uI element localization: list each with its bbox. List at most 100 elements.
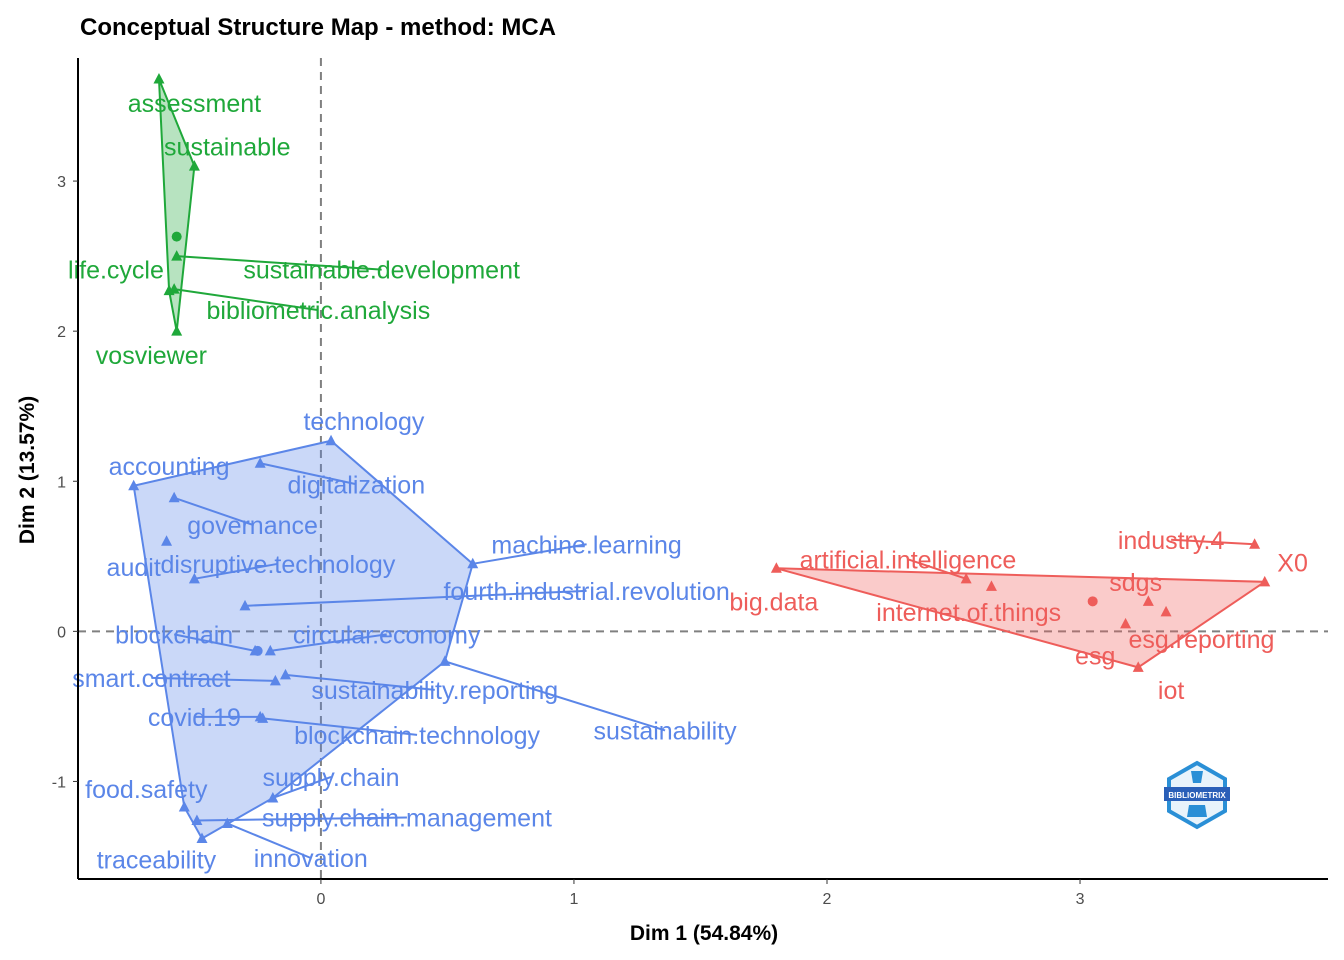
label-connector (151, 676, 276, 682)
label-connector (272, 775, 332, 799)
point-label-bibliometric.analysis: bibliometric.analysis (207, 297, 431, 325)
point-marker-esg (1120, 617, 1132, 629)
point-label-iot: iot (1158, 677, 1184, 705)
point-labels: assessment sustainable life.cycle sustainab… (68, 90, 1308, 874)
point-marker-traceability (196, 832, 208, 843)
point-label-governance: governance (187, 512, 318, 540)
cluster-2-hull (132, 439, 474, 840)
point-label-accounting: accounting (109, 453, 230, 481)
label-connector (444, 660, 666, 732)
label-connector (173, 633, 256, 652)
point-label-artificial.intelligence: artificial.intelligence (800, 546, 1017, 574)
point-label-covid.19: covid.19 (148, 704, 241, 732)
point-marker-supply.chain.management (191, 814, 203, 825)
logo-banner (1164, 787, 1230, 801)
point-label-assessment: assessment (128, 90, 261, 118)
point-marker-sustainability.reporting (279, 668, 291, 680)
x-axis-title: Dim 1 (54.84%) (630, 922, 778, 945)
cluster-3-hull (776, 567, 1268, 669)
point-label-machine.learning: machine.learning (491, 531, 681, 559)
point-label-life.cycle: life.cycle (68, 257, 164, 285)
label-connector (174, 288, 319, 312)
point-marker-internet.of.things (985, 580, 997, 591)
label-connector (270, 633, 387, 652)
point-marker-governance (168, 491, 180, 503)
point-marker-digitalization (254, 457, 266, 468)
point-marker-iot (1132, 661, 1144, 672)
y-tick-label: 2 (57, 324, 66, 341)
y-axis-title: Dim 2 (13.57%) (16, 396, 39, 544)
x-tick-label: 1 (569, 891, 578, 908)
point-label-sustainable: sustainable (164, 134, 290, 162)
point-label-sustainability.reporting: sustainability.reporting (311, 677, 558, 705)
label-connectors (151, 255, 1255, 859)
x-axis-ticks: 0 1 2 3 (316, 879, 1085, 908)
point-label-blockchain: blockchain (115, 621, 233, 649)
point-marker-X0 (1259, 575, 1271, 587)
point-label-innovation: innovation (254, 845, 368, 873)
label-connector (285, 673, 435, 691)
label-connector (1171, 538, 1255, 546)
y-tick-label: 1 (57, 474, 66, 491)
label-connector (907, 558, 967, 580)
point-marker-smart.contract (269, 674, 281, 686)
point-label-X0: X0 (1277, 549, 1308, 577)
point-label-sustainable.development: sustainable.development (243, 257, 520, 285)
point-marker-machine.learning (467, 557, 479, 569)
point-label-esg.reporting: esg.reporting (1129, 626, 1275, 654)
point-label-food.safety: food.safety (85, 776, 208, 804)
point-marker-esg.reporting (1160, 605, 1172, 617)
point-marker-supply.chain (267, 791, 279, 803)
point-marker-fourth.industrial.revolution (239, 599, 251, 611)
point-label-vosviewer: vosviewer (96, 342, 207, 370)
point-marker-disruptive.technology (188, 572, 200, 584)
point-label-technology: technology (303, 408, 424, 436)
point-label-circular.economy: circular.economy (293, 621, 481, 649)
point-marker-bibliometric.analysis (168, 283, 180, 294)
point-label-industry.4: industry.4 (1118, 527, 1225, 555)
label-connector (176, 255, 382, 271)
plot-area: assessment sustainable life.cycle sustainab… (68, 58, 1328, 879)
point-label-sustainability: sustainability (593, 717, 737, 745)
point-marker-vosviewer (171, 325, 183, 336)
point-label-sdgs: sdgs (1109, 569, 1162, 597)
label-connector (262, 717, 418, 736)
y-tick-label: -1 (52, 774, 66, 791)
label-connector (259, 462, 357, 486)
point-marker-audit (161, 535, 173, 546)
cluster-3-centroid (1087, 596, 1098, 607)
point-markers (128, 73, 1271, 843)
point-marker-artificial.intelligence (960, 572, 972, 584)
y-axis-ticks: -1 0 1 2 3 (52, 174, 78, 791)
cluster-1-centroid (171, 231, 182, 242)
point-marker-circular.economy (264, 644, 276, 656)
point-marker-accounting (128, 479, 140, 491)
logo-text: BIBLIOMETRIX (1168, 791, 1226, 800)
point-label-fourth.industrial.revolution: fourth.industrial.revolution (443, 578, 729, 606)
label-connector (226, 822, 312, 859)
point-marker-sustainability (439, 655, 451, 666)
y-tick-label: 0 (57, 624, 66, 641)
x-tick-label: 2 (823, 891, 832, 908)
point-label-traceability: traceability (97, 846, 217, 874)
point-label-supply.chain.management: supply.chain.management (262, 804, 552, 832)
x-tick-label: 3 (1076, 891, 1085, 908)
label-connector (196, 816, 407, 822)
point-label-esg: esg (1075, 642, 1115, 670)
point-label-audit: audit (107, 554, 161, 582)
point-marker-sustainable.development (171, 250, 183, 261)
label-connector (194, 562, 279, 580)
x-tick-label: 0 (316, 891, 325, 908)
cluster-centroids (171, 231, 1098, 656)
point-label-internet.of.things: internet.of.things (876, 599, 1061, 627)
point-label-digitalization: digitalization (288, 471, 426, 499)
point-marker-food.safety (178, 800, 190, 812)
point-marker-sdgs (1142, 595, 1154, 606)
point-marker-technology (325, 434, 337, 446)
logo-lighthouse-icon (1187, 771, 1207, 817)
point-label-big.data: big.data (729, 588, 818, 616)
label-connector (472, 543, 587, 565)
point-label-disruptive.technology: disruptive.technology (160, 551, 395, 579)
point-marker-innovation (221, 817, 233, 828)
